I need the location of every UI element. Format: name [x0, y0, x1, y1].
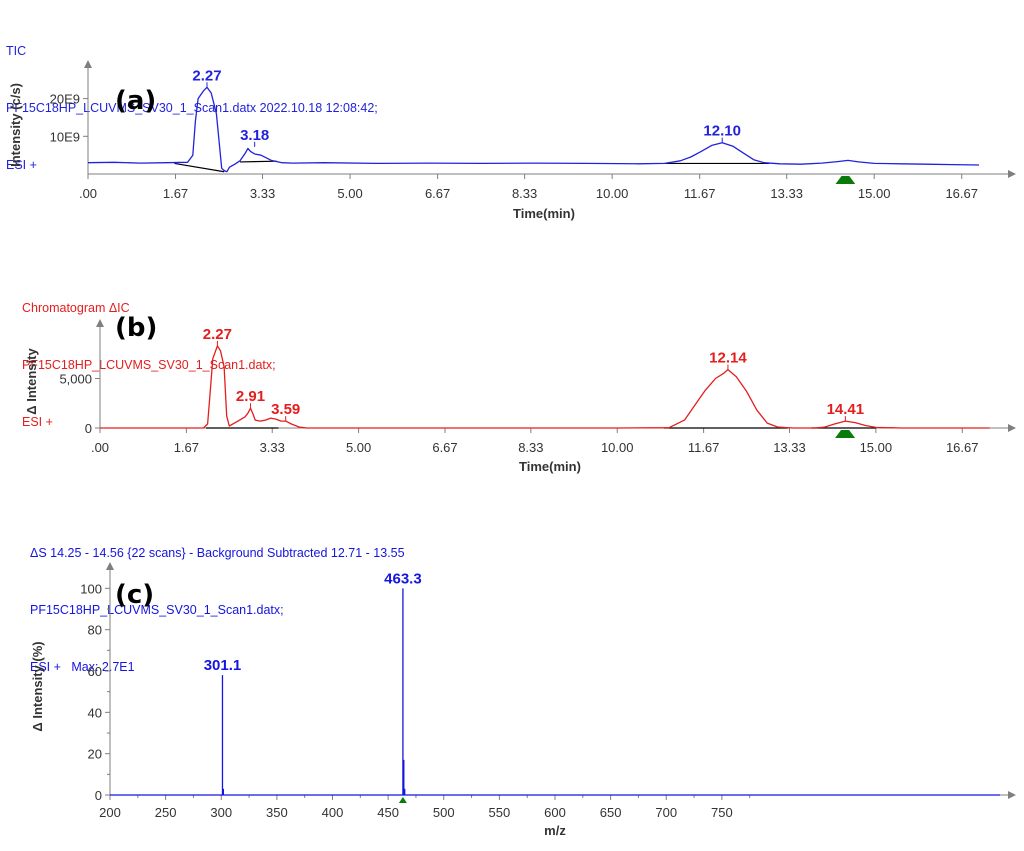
y-tick-label: 10E9 — [50, 129, 80, 144]
panel-b-mode: ESI + — [22, 415, 53, 429]
y-axis-title: Δ Intensity (%) — [30, 641, 45, 731]
panel-a-file: PF15C18HP_LCUVMS_SV30_1_Scan1.datx 2022.… — [6, 101, 378, 115]
x-tick-label: 8.33 — [512, 186, 537, 201]
panel-b-letter: (b) — [115, 313, 158, 343]
chromatogram-trace — [87, 86, 980, 173]
x-tick-label: 8.33 — [518, 440, 543, 455]
y-tick-label: 5,000 — [59, 372, 92, 387]
peak-label: 12.14 — [709, 350, 747, 367]
x-tick-label: 250 — [155, 805, 177, 820]
x-tick-label: 13.33 — [770, 186, 803, 201]
scan-range-marker — [835, 430, 856, 438]
x-axis-title: m/z — [544, 823, 566, 838]
x-axis-arrow — [1008, 170, 1016, 178]
x-tick-label: 5.00 — [346, 440, 371, 455]
base-peak-marker — [398, 797, 407, 803]
y-tick-label: 0 — [95, 788, 102, 803]
y-tick-label: 40 — [88, 705, 102, 720]
peak-label: 3.59 — [271, 401, 300, 418]
peak-label: 2.27 — [192, 67, 221, 84]
y-axis-arrow — [84, 60, 92, 68]
scan-range-marker — [835, 176, 856, 184]
panel-a-letter: (a) — [115, 86, 157, 116]
panel-a-title: TIC — [6, 44, 27, 58]
y-axis-arrow — [96, 319, 104, 327]
y-tick-label: 60 — [88, 664, 102, 679]
x-axis-title: Time(min) — [513, 206, 575, 221]
x-tick-label: 15.00 — [860, 440, 893, 455]
x-tick-label: 550 — [489, 805, 511, 820]
x-tick-label: 450 — [377, 805, 399, 820]
x-tick-label: 15.00 — [858, 186, 891, 201]
x-tick-label: 350 — [266, 805, 288, 820]
y-tick-label: 20E9 — [50, 92, 80, 107]
peak-label: 2.91 — [236, 388, 265, 405]
x-tick-label: 1.67 — [163, 186, 188, 201]
x-tick-label: 3.33 — [250, 186, 275, 201]
x-tick-label: 750 — [711, 805, 733, 820]
tic-chart: .00 1.67 3.33 5.00 6.67 8.33 10.00 11.67 13.33 15… — [8, 60, 1016, 221]
panel-c-header: ΔS 14.25 - 14.56 {22 scans} - Background… — [30, 506, 405, 715]
peak-label: 12.10 — [703, 123, 741, 140]
chromatogram-trace — [100, 345, 990, 429]
peak-label: 301.1 — [204, 657, 242, 674]
x-tick-label: 300 — [210, 805, 232, 820]
integration-baseline — [174, 162, 225, 173]
x-axis-arrow — [1008, 424, 1016, 432]
y-tick-label: 0 — [85, 421, 92, 436]
integration-baseline — [239, 160, 277, 163]
x-tick-label: 400 — [322, 805, 344, 820]
x-axis-title: Time(min) — [519, 459, 581, 474]
panel-c-letter: (c) — [115, 580, 155, 610]
x-tick-label: 6.67 — [432, 440, 457, 455]
x-tick-label: 16.67 — [946, 440, 979, 455]
x-tick-label: 700 — [655, 805, 677, 820]
x-tick-label: 600 — [544, 805, 566, 820]
delta-ic-chart: .00 1.67 3.33 5.00 6.67 8.33 10.00 11.67 13.33 15… — [24, 319, 1016, 474]
peak-label: 2.27 — [203, 326, 232, 343]
panel-b: Chromatogram ΔIC PF15C18HP_LCUVMS_SV30_1… — [0, 255, 1024, 487]
x-tick-label: 11.67 — [684, 186, 716, 201]
x-tick-label: 10.00 — [596, 186, 629, 201]
panel-a: TIC PF15C18HP_LCUVMS_SV30_1_Scan1.datx 2… — [0, 0, 1024, 232]
panel-c: ΔS 14.25 - 14.56 {22 scans} - Background… — [0, 500, 1024, 851]
x-tick-label: .00 — [79, 186, 97, 201]
panel-c-file: PF15C18HP_LCUVMS_SV30_1_Scan1.datx; — [30, 603, 284, 617]
x-tick-label: 1.67 — [174, 440, 199, 455]
panel-c-title: ΔS 14.25 - 14.56 {22 scans} - Background… — [30, 546, 405, 560]
panel-b-title: Chromatogram ΔIC — [22, 301, 130, 315]
x-tick-label: 10.00 — [601, 440, 634, 455]
y-tick-label: 20 — [88, 747, 102, 762]
x-tick-label: 3.33 — [260, 440, 285, 455]
x-tick-label: 6.67 — [425, 186, 450, 201]
panel-a-header: TIC PF15C18HP_LCUVMS_SV30_1_Scan1.datx 2… — [6, 4, 378, 213]
mass-spectrum-chart: 200 250 300 350 400 450 500 550 600 650 700 750 0 20 4… — [30, 562, 1016, 838]
y-axis-title: Δ Intensity — [24, 348, 39, 415]
y-axis-title: Intensity (c/s) — [8, 83, 23, 167]
y-axis-arrow — [106, 562, 114, 570]
x-tick-label: 11.67 — [688, 440, 720, 455]
y-tick-label: 80 — [88, 623, 102, 638]
x-axis-arrow — [1008, 791, 1016, 799]
peak-label: 463.3 — [384, 570, 422, 587]
x-tick-label: 5.00 — [337, 186, 362, 201]
panel-a-mode: ESI + — [6, 158, 37, 172]
peak-label: 3.18 — [240, 127, 269, 144]
peak-label: 14.41 — [827, 401, 865, 418]
x-tick-label: 650 — [600, 805, 622, 820]
x-tick-label: 200 — [99, 805, 121, 820]
y-tick-label: 100 — [80, 581, 102, 596]
x-tick-label: 500 — [433, 805, 455, 820]
x-tick-label: .00 — [91, 440, 109, 455]
x-tick-label: 13.33 — [773, 440, 806, 455]
x-tick-label: 16.67 — [945, 186, 978, 201]
